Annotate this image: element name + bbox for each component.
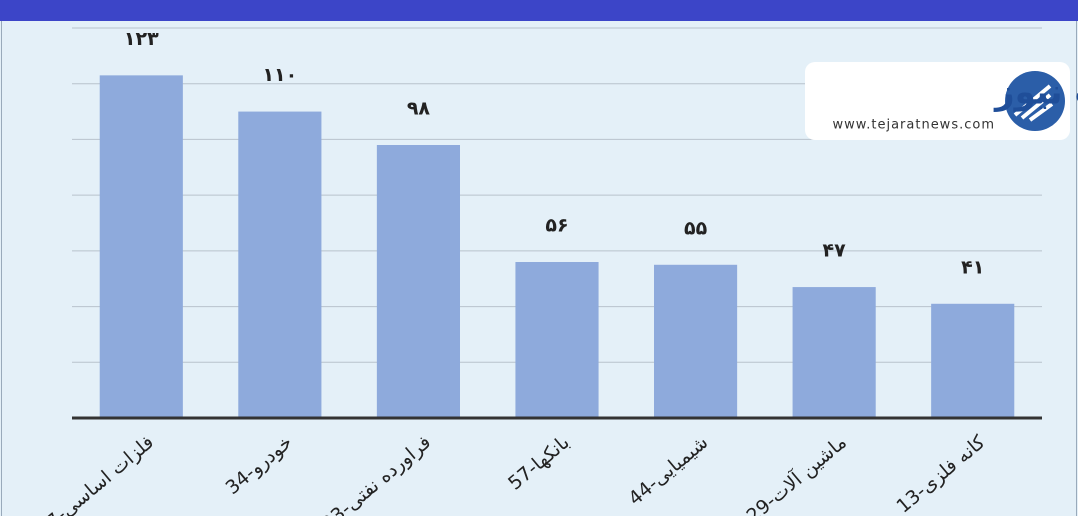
bar bbox=[931, 303, 1015, 418]
top-banner bbox=[0, 0, 1078, 21]
bar bbox=[654, 264, 738, 418]
bar bbox=[792, 287, 876, 418]
value-label: ۱۲۳ bbox=[124, 28, 159, 50]
x-tick-label: 34-خودرو bbox=[222, 431, 297, 499]
x-tick-label: 23-فراورده نفتی bbox=[317, 431, 435, 516]
x-tick-label: 29-ماشین آلات bbox=[741, 430, 851, 516]
bar bbox=[515, 262, 599, 418]
x-tick-label: 44-شیمیایی bbox=[624, 431, 712, 510]
value-label: ۵۵ bbox=[684, 217, 708, 239]
bar bbox=[99, 75, 183, 418]
value-label: ۴۷ bbox=[823, 240, 847, 262]
x-tick-label: 57-بانکها bbox=[504, 431, 574, 494]
value-label: ۵۶ bbox=[545, 215, 568, 237]
logo-url: www.tejaratnews.com bbox=[833, 118, 995, 133]
logo-box bbox=[805, 62, 1070, 140]
logo-name: تجارت نیوز bbox=[993, 73, 1078, 113]
x-tick-label: 13-کانه فلزی bbox=[892, 431, 990, 516]
logo-icon-lines bbox=[1013, 84, 1054, 122]
value-label: ۴۱ bbox=[961, 256, 984, 278]
bar bbox=[376, 145, 460, 418]
x-tick-label: 27-فلزات اساسی bbox=[33, 431, 158, 516]
value-label: ۹۸ bbox=[407, 98, 431, 120]
value-label: ۱۱۰ bbox=[262, 64, 297, 86]
bar bbox=[238, 111, 322, 419]
logo: تجارت نیوز www.tejaratnews.com bbox=[805, 62, 1078, 140]
